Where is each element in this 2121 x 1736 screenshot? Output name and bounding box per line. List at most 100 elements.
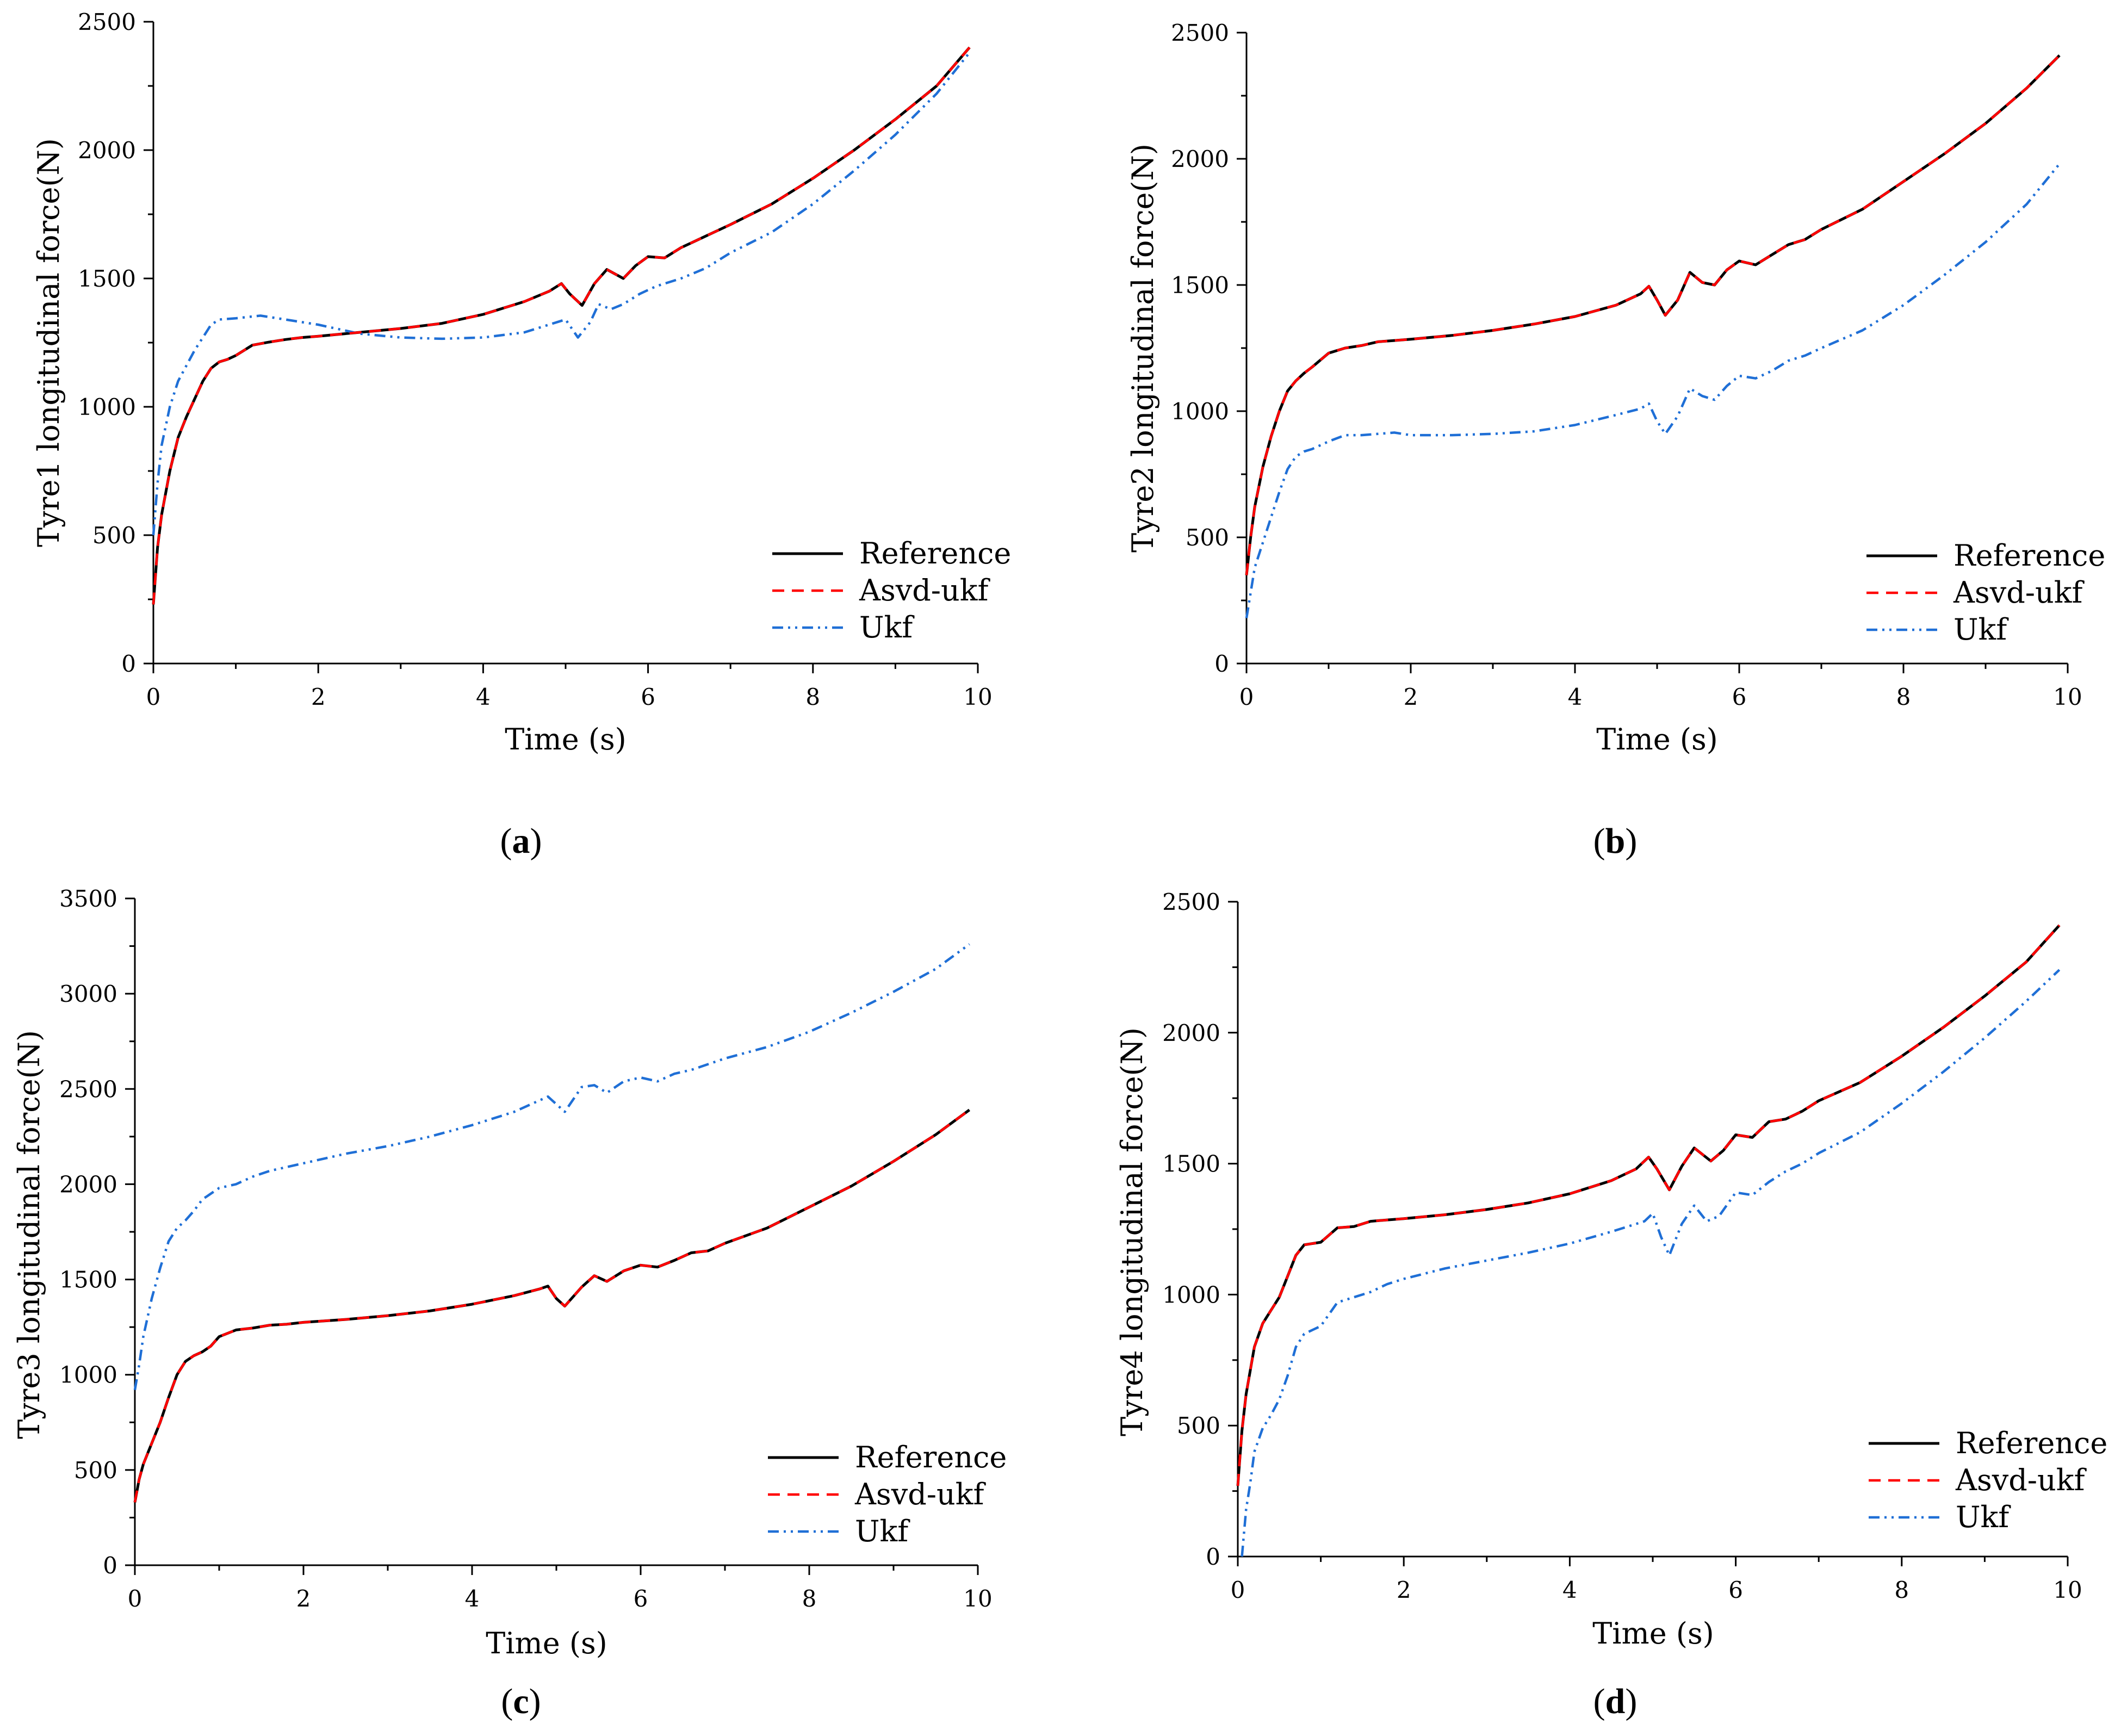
y-tick-label-a: 500 xyxy=(92,522,136,549)
axes-a: 0 2 4 6 8 10 0 500 1000 1500 2000 2500 xyxy=(78,9,993,710)
y-axis-title-d: Tyre4 longitudinal force(N) xyxy=(1115,1027,1149,1436)
x-tick-label-a: 6 xyxy=(641,684,655,710)
chart-panel-d: 0 2 4 6 8 10 0 500 1000 1500 2000 2500 Time (s) Tyr… xyxy=(1115,889,2107,1721)
y-tick-label-c: 3500 xyxy=(59,885,117,912)
series-line-asvd-ukf-b xyxy=(1245,54,2061,575)
panel-label-d: (d) xyxy=(1593,1682,1638,1721)
x-tick-label-c: 0 xyxy=(128,1585,142,1612)
legend-label-ukf-c: Ukf xyxy=(855,1514,910,1548)
x-tick-label-a: 8 xyxy=(805,684,820,710)
panel-label-letter-b: b xyxy=(1605,821,1626,861)
y-tick-label-c: 1000 xyxy=(59,1362,117,1388)
series-line-ukf-b xyxy=(1245,163,2061,618)
series-line-ukf-a xyxy=(152,52,971,536)
x-tick-label-c: 2 xyxy=(296,1585,311,1612)
legend-label-asvd-ukf-c: Asvd-ukf xyxy=(854,1477,987,1511)
x-tick-label-b: 6 xyxy=(1732,684,1747,710)
panel-label-a: (a) xyxy=(500,821,542,861)
x-tick-label-d: 8 xyxy=(1894,1577,1909,1603)
panel-label-close-a: ) xyxy=(530,821,542,861)
panel-label-letter-d: d xyxy=(1605,1682,1626,1721)
series-line-asvd-ukf-a xyxy=(152,46,971,605)
x-tick-label-c: 4 xyxy=(465,1585,480,1612)
y-tick-label-b: 2500 xyxy=(1171,20,1229,46)
panel-label-open-d: ( xyxy=(1593,1682,1605,1721)
y-axis-title-b: Tyre2 longitudinal force(N) xyxy=(1126,144,1160,553)
series-group-a xyxy=(152,46,971,605)
series-line-asvd-ukf-d xyxy=(1236,924,2061,1486)
y-tick-label-a: 2000 xyxy=(78,137,136,164)
axes-d: 0 2 4 6 8 10 0 500 1000 1500 2000 2500 xyxy=(1162,889,2082,1603)
panel-label-open-c: ( xyxy=(501,1682,513,1721)
panel-label-close-c: ) xyxy=(529,1682,541,1721)
x-axis-title-d: Time (s) xyxy=(1592,1616,1714,1651)
y-tick-label-d: 2500 xyxy=(1162,889,1220,915)
y-tick-label-b: 500 xyxy=(1186,524,1229,551)
legend-label-reference-d: Reference xyxy=(1956,1426,2107,1460)
legend-label-reference-c: Reference xyxy=(855,1440,1007,1474)
y-tick-label-a: 2500 xyxy=(78,9,136,35)
x-tick-label-b: 2 xyxy=(1404,684,1418,710)
axes-c: 0 2 4 6 8 10 0 500 1000 1500 2000 2500 3000 3500 xyxy=(59,885,993,1612)
x-tick-label-a: 10 xyxy=(963,684,992,710)
x-tick-label-c: 10 xyxy=(963,1585,992,1612)
y-tick-label-b: 1500 xyxy=(1171,272,1229,299)
panel-label-close-d: ) xyxy=(1625,1682,1637,1721)
legend-label-asvd-ukf-d: Asvd-ukf xyxy=(1955,1463,2087,1497)
y-tick-label-c: 2500 xyxy=(59,1076,117,1102)
legend-label-ukf-b: Ukf xyxy=(1953,612,2009,647)
y-tick-label-d: 0 xyxy=(1206,1543,1220,1570)
y-tick-label-c: 1500 xyxy=(59,1267,117,1293)
y-tick-label-a: 1000 xyxy=(78,394,136,420)
x-tick-label-a: 0 xyxy=(146,684,161,710)
panel-label-close-b: ) xyxy=(1625,821,1637,861)
y-tick-label-d: 2000 xyxy=(1162,1020,1220,1046)
legend-label-reference-a: Reference xyxy=(859,536,1011,571)
y-tick-label-a: 1500 xyxy=(78,265,136,292)
x-tick-label-b: 4 xyxy=(1568,684,1583,710)
series-line-ukf-c xyxy=(133,943,970,1391)
series-line-ukf-d xyxy=(1241,969,2061,1557)
legend-label-ukf-a: Ukf xyxy=(859,610,915,644)
x-axis-title-b: Time (s) xyxy=(1596,722,1717,757)
x-axis-title-c: Time (s) xyxy=(486,1626,607,1660)
y-tick-label-b: 2000 xyxy=(1171,146,1229,172)
panel-label-letter-a: a xyxy=(512,821,530,861)
x-tick-label-b: 0 xyxy=(1239,684,1254,710)
y-axis-title-a: Tyre1 longitudinal force(N) xyxy=(32,138,66,547)
x-tick-label-d: 2 xyxy=(1397,1577,1411,1603)
chart-panel-b: 0 2 4 6 8 10 0 500 1000 1500 2000 2500 Time (s) Tyr… xyxy=(1126,20,2105,861)
y-tick-label-d: 1500 xyxy=(1162,1151,1220,1177)
x-tick-label-c: 6 xyxy=(634,1585,648,1612)
series-group-b xyxy=(1245,54,2061,618)
x-tick-label-b: 8 xyxy=(1896,684,1911,710)
series-group-c xyxy=(133,943,970,1503)
x-tick-label-a: 2 xyxy=(311,684,326,710)
series-group-d xyxy=(1236,924,2061,1557)
x-tick-label-c: 8 xyxy=(802,1585,817,1612)
x-axis-title-a: Time (s) xyxy=(505,722,626,757)
x-tick-label-d: 6 xyxy=(1728,1577,1743,1603)
x-tick-label-d: 10 xyxy=(2053,1577,2082,1603)
y-tick-label-c: 2000 xyxy=(59,1171,117,1198)
panel-label-letter-c: c xyxy=(513,1682,529,1721)
legend-label-reference-b: Reference xyxy=(1953,538,2105,573)
x-tick-label-a: 4 xyxy=(476,684,491,710)
y-tick-label-d: 500 xyxy=(1177,1412,1220,1439)
y-tick-label-d: 1000 xyxy=(1162,1281,1220,1308)
legend-label-ukf-d: Ukf xyxy=(1956,1500,2011,1534)
chart-panel-c: 0 2 4 6 8 10 0 500 1000 1500 2000 2500 3000 3500 Time… xyxy=(12,885,1007,1721)
legend-label-asvd-ukf-b: Asvd-ukf xyxy=(1953,575,2085,610)
panel-label-open-b: ( xyxy=(1593,821,1605,861)
x-tick-label-b: 10 xyxy=(2053,684,2082,710)
axes-b: 0 2 4 6 8 10 0 500 1000 1500 2000 2500 xyxy=(1171,20,2082,710)
y-axis-title-c: Tyre3 longitudinal force(N) xyxy=(12,1030,46,1439)
x-tick-label-d: 4 xyxy=(1562,1577,1577,1603)
y-tick-label-b: 1000 xyxy=(1171,398,1229,425)
